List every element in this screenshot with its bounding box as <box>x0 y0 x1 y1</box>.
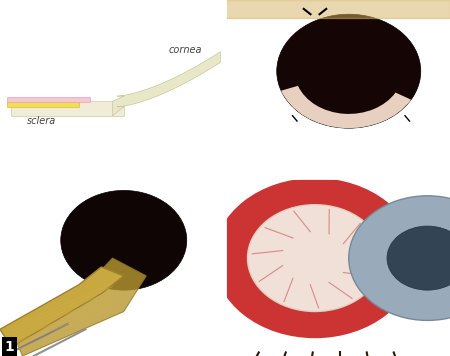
Polygon shape <box>7 97 90 103</box>
Circle shape <box>387 226 450 290</box>
Text: 1: 1 <box>4 340 14 354</box>
Wedge shape <box>281 86 411 128</box>
Circle shape <box>349 196 450 320</box>
Text: cornea: cornea <box>169 45 202 55</box>
Polygon shape <box>11 258 146 356</box>
Circle shape <box>214 178 416 338</box>
Circle shape <box>277 14 421 128</box>
Polygon shape <box>0 267 124 347</box>
Polygon shape <box>11 101 124 116</box>
Polygon shape <box>112 52 220 116</box>
Circle shape <box>248 205 382 312</box>
Polygon shape <box>7 103 79 107</box>
Text: sclera: sclera <box>27 116 56 126</box>
Circle shape <box>61 190 187 290</box>
